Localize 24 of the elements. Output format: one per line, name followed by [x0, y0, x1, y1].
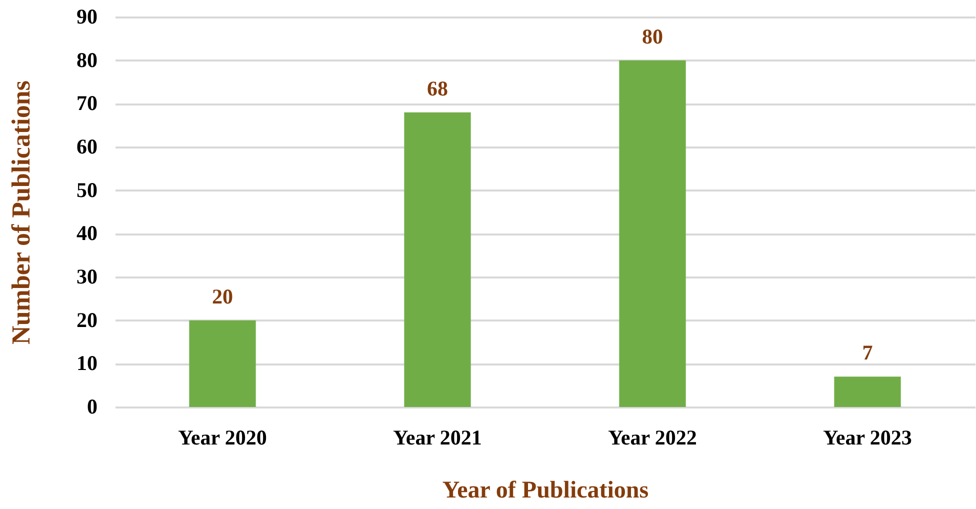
- x-tick-label: Year 2022: [608, 426, 697, 450]
- y-tick-label: 60: [76, 134, 98, 158]
- data-label: 68: [427, 76, 448, 100]
- data-label: 80: [642, 24, 663, 48]
- y-tick-label: 20: [76, 308, 98, 332]
- y-tick-label: 50: [76, 178, 98, 202]
- y-tick-label: 10: [76, 351, 98, 376]
- x-axis-title: Year of Publications: [442, 478, 649, 504]
- y-tick-label: 70: [76, 91, 98, 116]
- y-tick-label: 0: [87, 394, 98, 418]
- bar: [619, 60, 686, 407]
- y-tick-label: 40: [76, 221, 98, 246]
- y-tick-label: 80: [76, 48, 98, 72]
- data-label: 7: [862, 340, 873, 365]
- y-axis-title: Number of Publications: [6, 80, 36, 344]
- bar: [404, 112, 471, 407]
- bar: [189, 320, 256, 407]
- bar: [834, 376, 901, 407]
- x-tick-label: Year 2021: [393, 426, 482, 450]
- y-tick-label: 90: [76, 4, 98, 28]
- x-tick-label: Year 2020: [178, 426, 267, 450]
- data-label: 20: [212, 284, 233, 308]
- x-tick-label: Year 2023: [823, 426, 912, 450]
- y-tick-label: 30: [76, 264, 98, 288]
